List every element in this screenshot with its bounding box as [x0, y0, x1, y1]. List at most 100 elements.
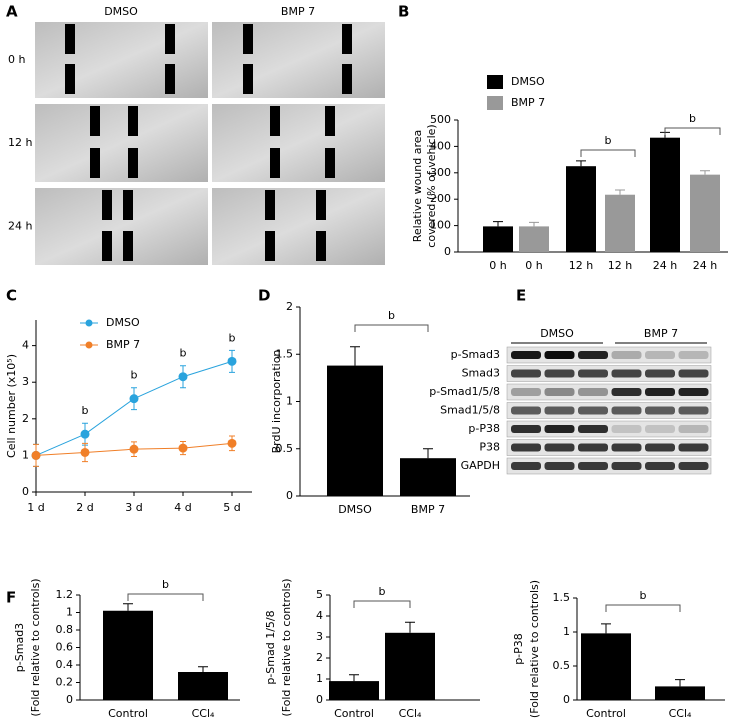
band: [578, 462, 608, 470]
band: [544, 388, 575, 396]
blot-label: p-Smad3: [451, 348, 500, 361]
band: [645, 462, 675, 470]
bar: [178, 672, 228, 700]
blot-label: Smad1/5/8: [440, 404, 500, 417]
band: [511, 369, 541, 378]
error-bar: [493, 221, 503, 227]
y-axis-label: (Fold relative to controls): [280, 578, 293, 716]
legend-label: BMP 7: [511, 96, 545, 109]
annotation: b: [689, 112, 696, 125]
panel-label: E: [516, 287, 526, 305]
bar: [605, 194, 635, 252]
x-tick-label: 12 h: [569, 259, 593, 272]
annotation: b: [388, 309, 395, 322]
y-axis-label: (Fold relative to controls): [29, 578, 42, 716]
legend-swatch: [487, 75, 503, 89]
bracket: [605, 604, 681, 612]
micrograph: [212, 188, 385, 265]
y-tick-label: 0.2: [56, 676, 74, 689]
annotation: b: [82, 404, 89, 417]
marker: [65, 24, 75, 54]
marker: [265, 190, 275, 220]
error-bar: [615, 189, 625, 195]
band: [678, 388, 709, 396]
marker: [243, 64, 253, 94]
bracket: [353, 600, 411, 608]
x-tick-label: CCl₄: [399, 707, 422, 720]
error-bar: [123, 603, 133, 611]
band: [511, 351, 541, 359]
y-axis-label: Cell number (x10⁵): [5, 354, 18, 458]
y-axis-label: Relative wound area: [411, 130, 424, 243]
bracket: [354, 324, 429, 332]
annotation: b: [379, 585, 386, 598]
y-tick-label: 100: [430, 219, 451, 232]
y-tick-label: 200: [430, 192, 451, 205]
blot-label: p-Smad1/5/8: [429, 385, 500, 398]
y-tick-label: 1.5: [553, 591, 571, 604]
x-tick-label: CCl₄: [669, 707, 692, 720]
point: [178, 443, 188, 453]
band: [611, 462, 642, 470]
y-axis-label: p-Smad3: [13, 623, 26, 672]
annotation: b: [162, 578, 169, 591]
legend-label: BMP 7: [106, 338, 140, 351]
y-tick-label: 0: [286, 489, 293, 502]
y-tick-label: 0.5: [553, 659, 571, 672]
annotation: b: [180, 347, 187, 360]
bar: [650, 137, 680, 252]
column-label: BMP 7: [281, 5, 315, 18]
band: [678, 425, 709, 433]
annotation: b: [640, 589, 647, 602]
y-tick-label: 0: [444, 245, 451, 258]
panel-label: A: [6, 3, 18, 21]
y-tick-label: 0.8: [56, 623, 74, 636]
band: [611, 443, 642, 452]
band: [511, 462, 541, 470]
marker: [90, 148, 100, 178]
y-axis-label: covered (% of vehicle): [425, 124, 438, 247]
band: [544, 425, 575, 433]
legend-marker: [85, 319, 93, 327]
x-tick-label: 4 d: [174, 501, 191, 514]
y-axis-label: BrdU incorporation: [270, 350, 283, 454]
bar: [385, 632, 435, 700]
micrograph: [212, 22, 385, 98]
y-tick-label: 400: [430, 139, 451, 152]
marker: [316, 231, 326, 261]
marker: [342, 64, 352, 94]
x-tick-label: DMSO: [338, 503, 372, 516]
micrograph: [35, 22, 208, 98]
marker: [325, 106, 335, 136]
marker: [128, 148, 138, 178]
point: [31, 450, 41, 460]
y-tick-label: 2: [286, 300, 293, 313]
bar: [566, 166, 596, 252]
point: [129, 394, 139, 404]
x-tick-label: Control: [334, 707, 374, 720]
band: [611, 425, 642, 433]
band: [645, 406, 675, 415]
y-tick-label: 500: [430, 113, 451, 126]
y-tick-label: 300: [430, 166, 451, 179]
band: [511, 388, 541, 396]
band: [678, 462, 709, 470]
y-tick-label: 1: [316, 672, 323, 685]
point: [227, 356, 237, 366]
marker: [102, 231, 112, 261]
band: [611, 406, 642, 415]
y-axis-label: (Fold relative to controls): [528, 580, 541, 718]
error-bar: [576, 160, 586, 167]
band: [578, 388, 608, 396]
error-bar: [700, 170, 710, 175]
error-bar: [601, 623, 611, 634]
band: [645, 388, 675, 396]
micrograph: [212, 104, 385, 182]
point: [80, 429, 90, 439]
band: [611, 388, 642, 396]
x-tick-label: 0 h: [525, 259, 542, 272]
marker: [128, 106, 138, 136]
row-label: 0 h: [8, 53, 25, 66]
band: [544, 369, 575, 378]
bracket: [580, 149, 636, 157]
